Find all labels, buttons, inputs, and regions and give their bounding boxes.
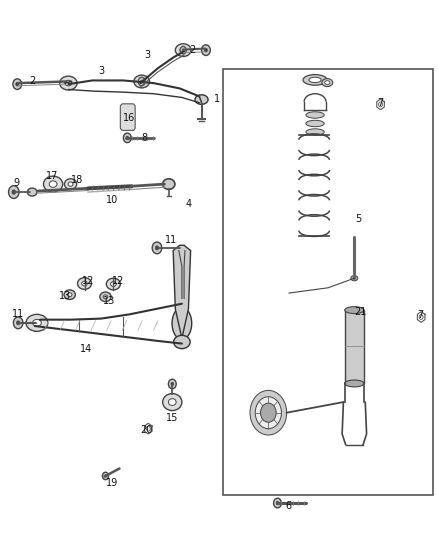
Ellipse shape — [138, 79, 145, 84]
Ellipse shape — [106, 278, 120, 290]
Text: 2: 2 — [29, 77, 35, 86]
Text: 3: 3 — [98, 66, 104, 76]
Ellipse shape — [345, 306, 364, 313]
Circle shape — [13, 79, 21, 90]
Ellipse shape — [134, 75, 150, 88]
Text: 17: 17 — [46, 171, 58, 181]
Ellipse shape — [175, 44, 191, 56]
Circle shape — [182, 49, 184, 52]
Text: 18: 18 — [71, 175, 83, 185]
Circle shape — [205, 49, 208, 52]
Bar — [345, 310, 364, 383]
Ellipse shape — [162, 179, 175, 189]
Ellipse shape — [82, 281, 87, 286]
Circle shape — [17, 321, 20, 325]
Circle shape — [138, 77, 145, 86]
Ellipse shape — [303, 75, 327, 85]
Ellipse shape — [43, 176, 63, 192]
Ellipse shape — [67, 293, 72, 296]
Ellipse shape — [306, 129, 324, 135]
Ellipse shape — [68, 182, 73, 186]
Text: 9: 9 — [13, 177, 19, 188]
Circle shape — [152, 242, 162, 254]
Ellipse shape — [64, 290, 75, 300]
Circle shape — [419, 314, 423, 319]
Text: 19: 19 — [106, 479, 118, 488]
Circle shape — [180, 46, 186, 54]
Text: 13: 13 — [103, 296, 115, 306]
Circle shape — [9, 185, 19, 198]
Text: 7: 7 — [378, 98, 384, 108]
Circle shape — [124, 133, 131, 143]
Circle shape — [141, 80, 143, 83]
Ellipse shape — [351, 276, 358, 281]
Circle shape — [276, 502, 279, 505]
Text: 13: 13 — [59, 290, 71, 301]
Text: 5: 5 — [356, 214, 362, 224]
Circle shape — [378, 102, 382, 107]
Text: 8: 8 — [142, 133, 148, 143]
Ellipse shape — [27, 188, 37, 196]
Ellipse shape — [110, 282, 116, 286]
Text: 3: 3 — [144, 51, 150, 60]
Ellipse shape — [78, 278, 92, 289]
Text: 20: 20 — [140, 425, 153, 435]
Circle shape — [250, 390, 287, 435]
Ellipse shape — [172, 308, 192, 340]
Ellipse shape — [64, 179, 77, 189]
Text: 1: 1 — [214, 94, 220, 104]
Ellipse shape — [322, 78, 333, 86]
Circle shape — [104, 475, 106, 477]
Text: 4: 4 — [185, 199, 191, 209]
Circle shape — [155, 246, 159, 250]
Bar — [223, 69, 433, 495]
Ellipse shape — [309, 77, 321, 83]
Ellipse shape — [195, 95, 208, 104]
Polygon shape — [173, 245, 191, 338]
Text: 6: 6 — [286, 500, 292, 511]
Circle shape — [16, 82, 19, 86]
Text: 16: 16 — [124, 112, 136, 123]
Circle shape — [255, 397, 282, 429]
Circle shape — [13, 317, 23, 329]
Circle shape — [201, 45, 210, 55]
Ellipse shape — [325, 80, 330, 84]
FancyBboxPatch shape — [120, 104, 135, 131]
Ellipse shape — [180, 47, 186, 53]
Text: 2: 2 — [190, 45, 196, 55]
Ellipse shape — [103, 295, 108, 298]
Ellipse shape — [162, 393, 182, 410]
Ellipse shape — [49, 181, 57, 187]
Ellipse shape — [169, 399, 176, 406]
Circle shape — [261, 403, 276, 422]
Circle shape — [171, 382, 173, 386]
Circle shape — [168, 379, 176, 389]
Text: 12: 12 — [113, 277, 125, 286]
Text: 10: 10 — [106, 195, 118, 205]
Circle shape — [12, 190, 16, 195]
Ellipse shape — [306, 112, 324, 118]
Text: 15: 15 — [166, 413, 178, 423]
Ellipse shape — [100, 292, 111, 302]
Ellipse shape — [65, 80, 72, 86]
Text: 11: 11 — [12, 309, 24, 319]
Text: 12: 12 — [82, 277, 94, 286]
Ellipse shape — [32, 319, 41, 326]
Ellipse shape — [26, 314, 48, 332]
Text: 7: 7 — [417, 310, 423, 320]
Ellipse shape — [60, 76, 77, 90]
Ellipse shape — [345, 380, 364, 387]
Circle shape — [102, 472, 109, 480]
Ellipse shape — [173, 335, 190, 349]
Circle shape — [126, 136, 129, 140]
Circle shape — [146, 426, 150, 431]
Circle shape — [274, 498, 282, 508]
Text: 14: 14 — [80, 344, 92, 354]
Ellipse shape — [306, 120, 324, 127]
Text: 21: 21 — [354, 306, 366, 317]
Text: 11: 11 — [165, 235, 177, 245]
